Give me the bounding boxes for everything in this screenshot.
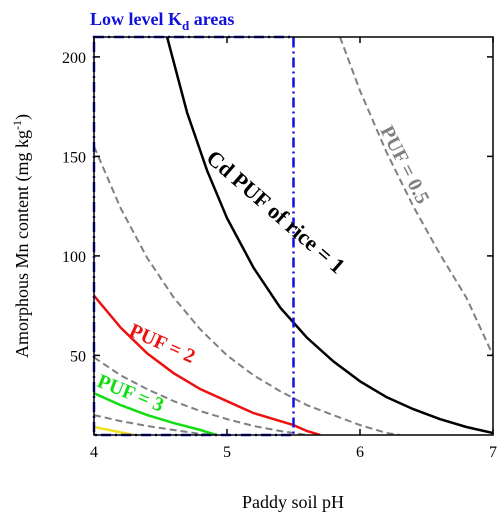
- region-label-main: Low level K: [90, 9, 182, 29]
- y-tick-label: 200: [62, 50, 86, 67]
- region-label-suffix: areas: [189, 9, 234, 29]
- series-line-5: [94, 146, 401, 435]
- region-label: Low level Kd areas: [90, 9, 234, 33]
- y-tick-label: 100: [62, 249, 86, 266]
- series-line-3: [94, 425, 135, 435]
- low-kd-region-box: [92, 35, 295, 437]
- series-line-0: [165, 37, 493, 435]
- ticks-group: 4 5 6 7 50 100 150 200: [62, 37, 497, 461]
- region-label-sub: d: [182, 18, 190, 33]
- x-tick-label: 4: [90, 444, 98, 461]
- plot-frame: [93, 36, 494, 436]
- curves-group: [94, 37, 493, 435]
- series-line-2: [94, 392, 217, 435]
- y-tick-label: 150: [62, 149, 86, 166]
- x-axis-title: Paddy soil pH: [242, 492, 344, 512]
- x-tick-label: 7: [489, 444, 497, 461]
- y-axis-title: Amorphous Mn content (mg kg-1): [10, 114, 33, 358]
- x-tick-label: 5: [223, 444, 231, 461]
- series-line-1: [94, 294, 321, 435]
- series-line-4: [339, 37, 493, 356]
- y-tick-label: 50: [70, 348, 86, 365]
- x-tick-label: 6: [356, 444, 364, 461]
- label-puf-2: PUF = 2: [126, 319, 198, 367]
- label-puf-0-5: PUF = 0.5: [376, 122, 434, 207]
- y-axis-title-close: ): [12, 114, 33, 120]
- y-axis-title-sup: -1: [10, 120, 24, 130]
- series-line-6: [94, 356, 307, 435]
- y-axis-title-main: Amorphous Mn content (mg kg: [12, 130, 33, 358]
